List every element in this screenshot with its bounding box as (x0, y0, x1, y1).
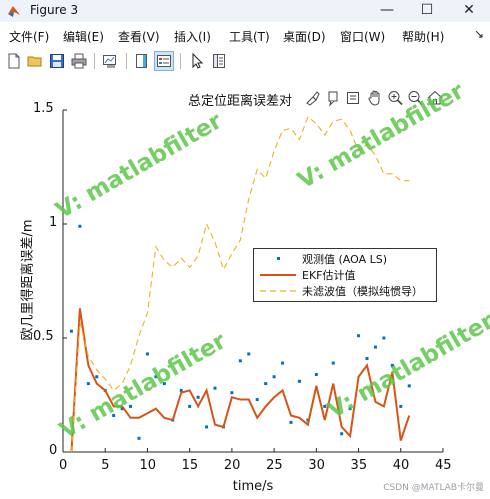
menu-desktop[interactable]: 桌面(D) (283, 30, 326, 44)
menu-tools[interactable]: 工具(T) (229, 30, 270, 44)
y-axis-label: 欧几里得距离误差/m (20, 219, 36, 341)
x-axis-label: time/s (232, 479, 274, 494)
x-tick-label: 30 (308, 458, 325, 473)
print-icon[interactable] (70, 52, 88, 70)
x-tick-label: 45 (435, 458, 452, 473)
credit-text: CSDN @MATLAB卡尔曼 (383, 483, 484, 493)
insert-legend-icon[interactable] (154, 51, 174, 71)
x-tick-label: 25 (266, 458, 283, 473)
legend-label: 观测值 (AOA LS) (302, 253, 388, 266)
x-tick-label: 10 (139, 458, 156, 473)
menu-edit[interactable]: 编辑(E) (63, 30, 104, 44)
legend-swatch-dashed (260, 290, 296, 292)
toolbar-separator (126, 53, 127, 69)
legend[interactable]: 观测值 (AOA LS) EKF估计值 未滤波值（模拟纯惯导） (253, 248, 437, 302)
new-figure-icon[interactable] (5, 52, 23, 70)
matlab-logo-icon (8, 6, 20, 17)
menu-overflow-arrow[interactable]: ↘ (473, 27, 484, 41)
property-inspector-icon[interactable] (210, 52, 228, 70)
insert-colorbar-icon[interactable] (133, 52, 151, 70)
x-tick-label: 15 (181, 458, 199, 473)
home-restore-icon[interactable] (426, 89, 444, 107)
menu-bar: 文件(F) 编辑(E) 查看(V) 插入(I) 工具(T) 桌面(D) 窗口(W… (0, 26, 490, 46)
open-file-icon[interactable] (26, 52, 44, 70)
minimize-button[interactable]: — (380, 2, 394, 18)
y-tick-label: 1 (49, 215, 58, 230)
legend-swatch-points (277, 257, 280, 260)
edit-plot-pointer-icon[interactable] (188, 52, 206, 70)
window-title: Figure 3 (30, 3, 79, 17)
link-plot-icon[interactable] (101, 52, 119, 70)
x-tick-label: 40 (392, 458, 410, 473)
legend-label: 未滤波值（模拟纯惯导） (302, 285, 423, 298)
menu-file[interactable]: 文件(F) (9, 30, 50, 44)
zoom-in-icon[interactable] (386, 89, 404, 107)
window-titlebar: Figure 3 — ☐ ✕ (0, 0, 490, 22)
x-tick-label: 5 (101, 458, 110, 473)
zoom-out-icon[interactable] (406, 89, 424, 107)
legend-item-observations: 观测值 (AOA LS) (254, 251, 436, 267)
figure-toolbar (0, 49, 490, 73)
legend-label: EKF估计值 (302, 269, 356, 282)
menu-help[interactable]: 帮助(H) (402, 30, 445, 44)
close-button[interactable]: ✕ (463, 2, 475, 18)
toolbar-separator (180, 53, 181, 69)
legend-swatch-solid (260, 274, 296, 276)
menu-insert[interactable]: 插入(I) (174, 30, 211, 44)
menu-window[interactable]: 窗口(W) (340, 30, 386, 44)
menu-view[interactable]: 查看(V) (118, 30, 160, 44)
plot-title: 总定位距离误差对 (188, 94, 293, 109)
save-icon[interactable] (48, 52, 66, 70)
toolbar-separator (94, 53, 95, 69)
y-tick-label: 0 (49, 443, 58, 458)
legend-item-unfiltered: 未滤波值（模拟纯惯导） (254, 283, 436, 299)
maximize-button[interactable]: ☐ (420, 2, 434, 18)
x-tick-label: 35 (350, 458, 368, 473)
x-tick-label: 0 (59, 458, 68, 473)
pan-hand-icon[interactable] (366, 89, 384, 107)
axes-menu-icon[interactable] (344, 89, 362, 107)
brush-icon[interactable] (304, 89, 322, 107)
y-tick-label: 1.5 (33, 101, 54, 116)
x-tick-label: 20 (223, 458, 241, 473)
axes-toolbar (304, 89, 444, 109)
y-tick-label: 0.5 (33, 329, 54, 344)
legend-item-ekf: EKF估计值 (254, 267, 436, 283)
data-tips-icon[interactable] (324, 89, 342, 107)
